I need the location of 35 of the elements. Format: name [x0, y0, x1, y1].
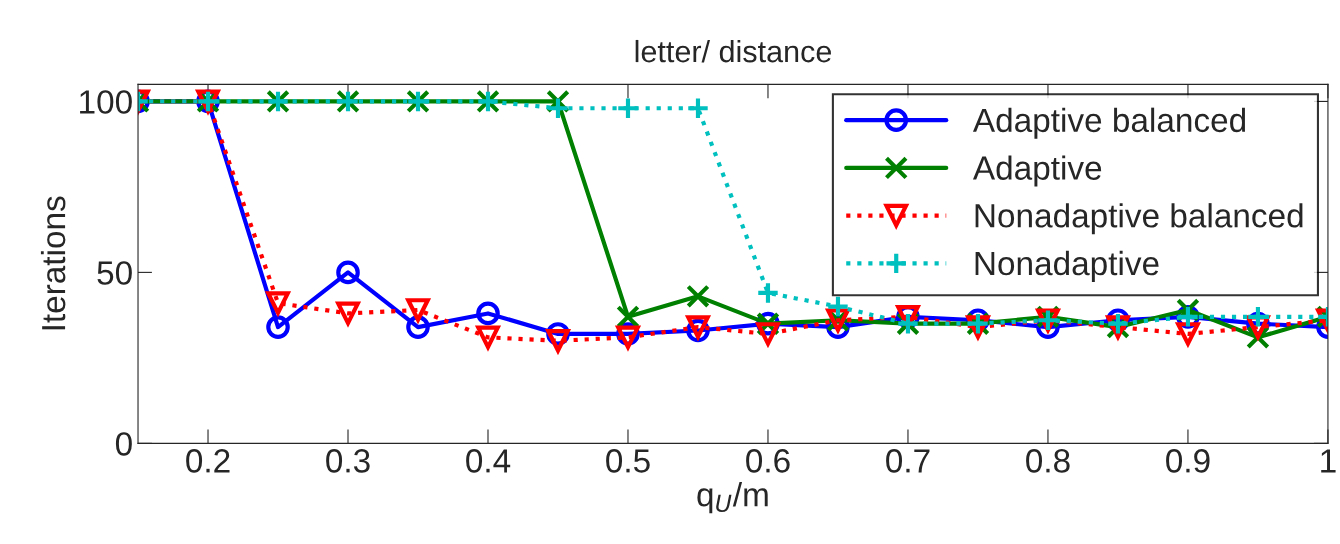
- point: [616, 305, 640, 329]
- point: [686, 96, 710, 121]
- legend-label: Adaptive balanced: [972, 107, 1246, 139]
- x-tick-label: 0.7: [886, 449, 930, 473]
- x-tick-label: 0.4: [466, 449, 511, 473]
- x-tick-label: 1: [1321, 449, 1336, 473]
- legend-label: Nonadaptive: [975, 250, 1159, 282]
- y-axis-title: Iterations: [40, 196, 66, 330]
- point: [546, 328, 570, 353]
- legend-label: Nonadaptive balanced: [975, 203, 1303, 235]
- point: [266, 315, 290, 339]
- point: [475, 325, 501, 352]
- x-tick-label: 0.9: [1166, 449, 1210, 473]
- x-tick-label: 0.2: [186, 449, 230, 473]
- legend-label: Adaptive: [972, 155, 1102, 187]
- point: [756, 281, 780, 305]
- x-tick-label: 0.5: [606, 449, 650, 473]
- chart-title: letter/ distance: [635, 39, 831, 63]
- point: [686, 284, 710, 309]
- y-tick-label: 100: [80, 90, 132, 114]
- point: [616, 96, 640, 121]
- point: [476, 301, 500, 326]
- y-tick-label: 0: [115, 432, 132, 456]
- x-tick-label: 0.8: [1026, 449, 1070, 473]
- point: [826, 294, 850, 319]
- point: [546, 96, 570, 121]
- x-tick-label: 0.6: [746, 449, 790, 473]
- y-tick-label: 50: [97, 261, 132, 285]
- point: [1246, 305, 1270, 329]
- point: [335, 301, 361, 328]
- x-axis-title: q$_{U}$/m: [697, 482, 768, 514]
- point: [756, 322, 780, 346]
- x-tick-label: 0.3: [326, 449, 370, 473]
- point: [615, 325, 641, 352]
- point: [336, 260, 360, 285]
